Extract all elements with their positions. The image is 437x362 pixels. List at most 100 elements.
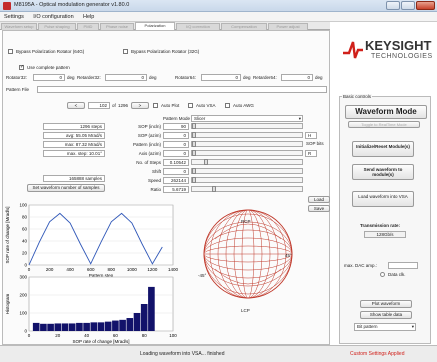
maximize-button[interactable] (401, 1, 415, 10)
total-steps: 1296 (118, 103, 129, 108)
y-tick-label: 60 (22, 227, 28, 232)
auto-vsa-checkbox[interactable] (188, 103, 193, 108)
bypass-rotator-32g-label: Bypass Polarization Rotator (32G) (131, 49, 200, 54)
tab-pmd[interactable]: PMD (77, 23, 99, 30)
x-tick-label: 1000 (127, 267, 138, 272)
histogram-bar (126, 318, 134, 331)
load-vsa-button[interactable]: Load waveform into VSA (352, 191, 414, 207)
param-input[interactable]: 0 (163, 141, 189, 148)
param-slider[interactable] (191, 186, 303, 192)
menu-settings[interactable]: Settings (4, 14, 24, 20)
toggle-realtime-mode-button[interactable]: Toggle to RealTime Mode (348, 121, 420, 128)
save-button[interactable]: Save (308, 205, 330, 212)
pattern-mode-select[interactable]: Slicer ▾ (191, 115, 303, 122)
use-complete-pattern-label: Use complete pattern (27, 65, 70, 70)
param-slider[interactable] (191, 159, 303, 165)
current-step-input[interactable]: 102 (88, 102, 110, 109)
param-slider[interactable] (191, 150, 303, 156)
data-clk-radio[interactable] (380, 272, 385, 277)
y-tick-label: 80 (22, 215, 28, 220)
param-label: Pattern (incln) (132, 142, 161, 147)
tab-polarization[interactable]: Polarization (135, 22, 175, 30)
use-complete-pattern-checkbox[interactable] (19, 64, 24, 70)
initialize-reset-button[interactable]: Initialize/Reset Module(s) (352, 141, 414, 157)
stat-max-step: max. step: 10.01° (43, 150, 105, 157)
menu-io-configuration[interactable]: I/O configuration (33, 14, 74, 20)
y-tick-label: 200 (19, 293, 27, 298)
x-tick-label: 80 (142, 333, 148, 338)
tab-phase-noise[interactable]: Phase noise (100, 23, 134, 30)
send-waveform-button[interactable]: Send waveform to module(s) (352, 164, 414, 180)
histogram-bar (133, 313, 141, 331)
transmission-rate-value: 128Gb/s (364, 231, 406, 238)
close-button[interactable] (416, 1, 435, 10)
rotator32-input[interactable]: 0 (33, 74, 65, 81)
x-tick-label: 1400 (168, 267, 179, 272)
bypass-rotator-32g-checkbox[interactable] (123, 49, 128, 54)
auto-plot-label: Auto Plot (161, 103, 180, 108)
param-slider[interactable] (191, 123, 303, 129)
param-input[interactable]: 262144 (163, 177, 189, 184)
poincare-sphere (203, 209, 293, 299)
param-input[interactable]: 90 (163, 123, 189, 130)
set-samples-button[interactable]: Set waveform number of samples (27, 184, 105, 192)
dac-amp-input[interactable] (388, 262, 418, 269)
slider-thumb[interactable] (192, 123, 196, 129)
x-axis-label: SOP rate of change [Mrad/s] (73, 339, 130, 344)
tab-iq-correction[interactable]: I/Q correction (176, 23, 220, 30)
prev-step-button[interactable]: < (67, 102, 85, 109)
x-tick-label: 400 (66, 267, 74, 272)
histogram-bar (119, 319, 126, 331)
x-tick-label: 800 (108, 267, 116, 272)
slider-thumb[interactable] (204, 159, 208, 165)
minimize-button[interactable] (386, 1, 400, 10)
slider-thumb[interactable] (192, 132, 196, 138)
sop-bits-h[interactable]: H (305, 132, 317, 139)
param-input[interactable]: 0 (163, 150, 189, 157)
tab-compensation[interactable]: Compensation (221, 23, 267, 30)
slider-thumb[interactable] (192, 141, 196, 147)
x-tick-label: 0 (28, 267, 31, 272)
stat-samples: 165888 samples (43, 175, 105, 182)
next-step-button[interactable]: > (131, 102, 149, 109)
param-input[interactable]: 0.10542 (163, 159, 189, 166)
retarder64-input[interactable]: 0 (281, 74, 313, 81)
bypass-rotator-64g-label: Bypass Polarization Rotator (64G) (16, 49, 85, 54)
tab-waveform-setup[interactable]: Waveform setup (1, 23, 37, 30)
sop-bits-r[interactable]: R (305, 150, 317, 157)
param-slider[interactable] (191, 168, 303, 174)
param-input[interactable]: 0 (163, 168, 189, 175)
slider-thumb[interactable] (192, 177, 196, 183)
y-tick-label: 0 (24, 263, 27, 268)
param-slider[interactable] (191, 177, 303, 183)
slider-thumb[interactable] (192, 150, 196, 156)
bit-pattern-select[interactable]: Bit pattern ▾ (354, 323, 416, 331)
retarder32-input[interactable]: 0 (105, 74, 147, 81)
param-input[interactable]: 5.6719 (163, 186, 189, 193)
auto-plot-checkbox[interactable] (153, 103, 158, 108)
chevron-down-icon: ▾ (411, 324, 414, 329)
param-input[interactable]: 0 (163, 132, 189, 139)
auto-awg-checkbox[interactable] (225, 103, 230, 108)
param-slider[interactable] (191, 141, 303, 147)
bypass-rotator-64g-checkbox[interactable] (8, 49, 13, 54)
load-button[interactable]: Load (308, 196, 330, 203)
status-text: Loading waveform into VSA... finished (140, 351, 225, 357)
slider-thumb[interactable] (192, 168, 196, 174)
menu-help[interactable]: Help (83, 14, 95, 20)
tab-power-adjust[interactable]: Power adjust (268, 23, 308, 30)
param-slider[interactable] (191, 132, 303, 138)
histogram-bar (47, 323, 54, 331)
tab-pulse-shaping[interactable]: Pulse shaping (38, 23, 76, 30)
histogram-bar (32, 322, 40, 331)
plot-waveform-button[interactable]: Plot waveform (360, 300, 412, 308)
sphere-lcp-label: LCP (241, 308, 250, 313)
pattern-file-input[interactable] (37, 86, 327, 93)
waveform-mode-button[interactable]: Waveform Mode (345, 105, 427, 119)
param-label: Axis (azim) (138, 151, 161, 156)
param-label: SOP (azim) (137, 133, 161, 138)
slider-thumb[interactable] (212, 186, 216, 192)
rotator64-input[interactable]: 0 (201, 74, 241, 81)
show-table-data-button[interactable]: Show table data (360, 311, 412, 319)
y-tick-label: 300 (19, 275, 27, 280)
